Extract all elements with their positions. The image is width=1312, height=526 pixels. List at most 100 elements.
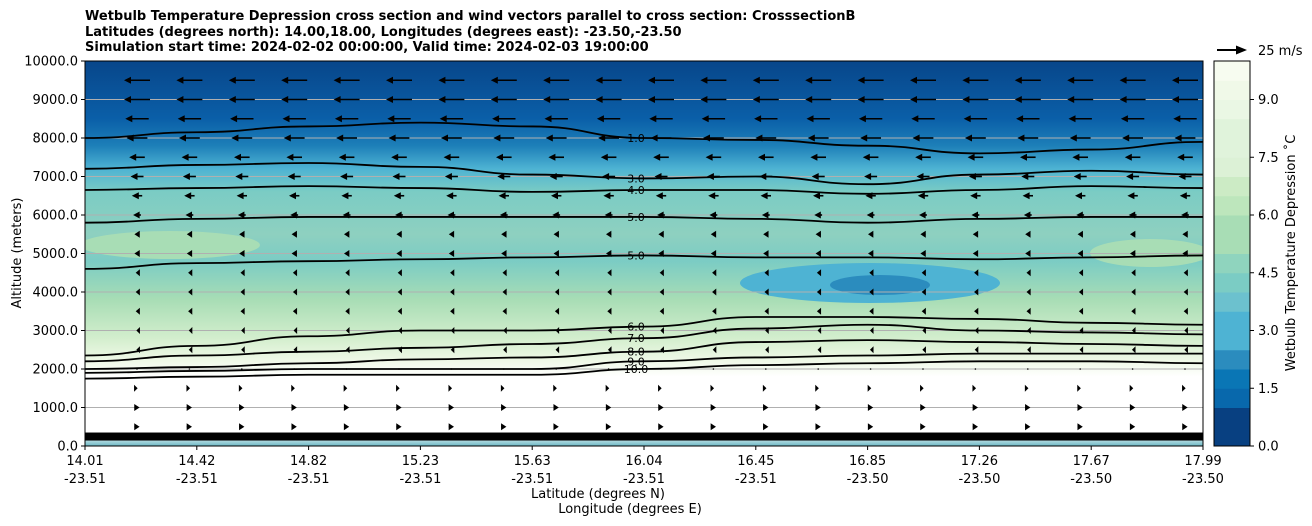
wind-vector <box>441 134 462 142</box>
wind-vector <box>758 153 774 161</box>
wind-vector <box>1131 327 1136 334</box>
x-tick-lat: 14.01 <box>66 454 103 469</box>
wind-vector <box>1077 384 1081 392</box>
wind-vector <box>815 384 819 392</box>
wind-vector <box>1075 192 1086 200</box>
wind-vector <box>188 307 193 315</box>
colorbar-frame <box>1213 60 1251 447</box>
wind-vector <box>240 269 245 277</box>
wind-vector <box>1183 288 1188 296</box>
wind-vector <box>600 153 617 161</box>
wind-vector <box>1129 384 1134 392</box>
wind-vector <box>706 173 720 180</box>
wind-vector <box>869 368 872 370</box>
wind-vector <box>917 192 929 200</box>
wind-vector <box>653 153 669 161</box>
wind-vector <box>972 230 979 238</box>
wind-vector <box>1025 404 1031 411</box>
wind-vector <box>503 327 507 334</box>
wind-vector <box>500 384 505 392</box>
colorbar-band <box>1214 253 1250 274</box>
wind-vector <box>490 96 517 103</box>
wind-vector <box>815 404 821 411</box>
wind-vector <box>501 230 507 238</box>
wind-vector <box>126 134 148 142</box>
wind-vector <box>654 173 668 180</box>
wind-vector <box>962 96 989 103</box>
wind-vector <box>291 384 295 392</box>
wind-vector <box>763 230 769 238</box>
wind-vector <box>752 76 779 84</box>
wind-vector <box>287 173 301 180</box>
wind-vector <box>1177 153 1193 161</box>
chart-title: Wetbulb Temperature Depression cross sec… <box>85 9 855 56</box>
wind-vector <box>291 250 297 257</box>
wind-vector <box>289 192 300 200</box>
wind-vector <box>970 192 981 200</box>
wind-vector <box>974 327 979 334</box>
x-tick-lon: -23.50 <box>1070 472 1112 487</box>
wind-vector <box>765 327 769 334</box>
contour-label: 5.0 <box>627 249 645 262</box>
wind-vector <box>450 368 453 370</box>
wind-vector <box>398 346 402 354</box>
wind-vector <box>544 115 568 123</box>
contour-line-5 <box>85 254 1203 270</box>
wind-vector <box>393 192 405 200</box>
colorbar-band <box>1214 80 1250 100</box>
x-tick-lat: 17.67 <box>1073 454 1110 469</box>
wind-vector <box>660 368 662 370</box>
wind-vector <box>1026 269 1031 277</box>
x-tick-lat: 17.26 <box>961 454 998 469</box>
wind-vector <box>1122 134 1143 142</box>
wind-vector <box>397 288 402 296</box>
wind-vector <box>922 327 926 334</box>
plot-area: 1.0 3.04.0 5.0 5.0 6.07.08.09.010.0 <box>85 61 1203 446</box>
wind-vector <box>815 423 821 431</box>
wind-vector <box>447 211 456 219</box>
wind-vector <box>658 423 664 431</box>
colorbar-band <box>1214 118 1250 139</box>
wind-vector <box>281 96 308 103</box>
colorbar-band <box>1214 99 1250 120</box>
wind-vector <box>397 269 402 277</box>
wind-vector <box>865 192 876 200</box>
wind-vector <box>660 346 664 354</box>
wind-vector <box>606 230 612 238</box>
quiver-key: 25 m/s <box>1217 44 1303 59</box>
wind-vector <box>607 327 612 334</box>
wind-vector <box>910 96 936 103</box>
wind-vector <box>186 384 191 392</box>
wind-vector <box>448 384 453 392</box>
wind-vector <box>130 173 144 180</box>
wind-vector <box>345 368 348 370</box>
wind-vector <box>764 307 769 315</box>
wind-vector <box>602 173 616 180</box>
wind-vector <box>764 288 769 296</box>
wind-vector <box>553 250 559 257</box>
wind-vector <box>816 288 822 296</box>
wind-vector <box>817 368 819 370</box>
wind-vector <box>972 404 978 411</box>
wind-vector <box>334 115 359 123</box>
wind-vector <box>554 307 560 315</box>
colorbar-band <box>1214 138 1250 158</box>
wind-vector <box>1021 173 1035 180</box>
wind-vector <box>1119 76 1146 84</box>
wind-vector <box>605 423 612 431</box>
wind-vector <box>1079 327 1084 334</box>
wind-vector <box>765 346 769 354</box>
wind-vector <box>963 115 988 123</box>
colorbar-band <box>1214 311 1250 331</box>
y-tick-label: 0.0 <box>57 440 78 455</box>
wind-vector <box>869 327 874 334</box>
wind-vector <box>972 423 978 431</box>
wind-vector <box>438 96 465 103</box>
y-tick-label: 10000.0 <box>24 55 78 70</box>
wind-vector <box>241 327 245 334</box>
wind-vector <box>1131 368 1134 370</box>
wind-vector <box>238 384 243 392</box>
wind-vector <box>1067 76 1094 84</box>
wind-vector <box>1129 404 1136 411</box>
wind-vector <box>805 76 832 84</box>
